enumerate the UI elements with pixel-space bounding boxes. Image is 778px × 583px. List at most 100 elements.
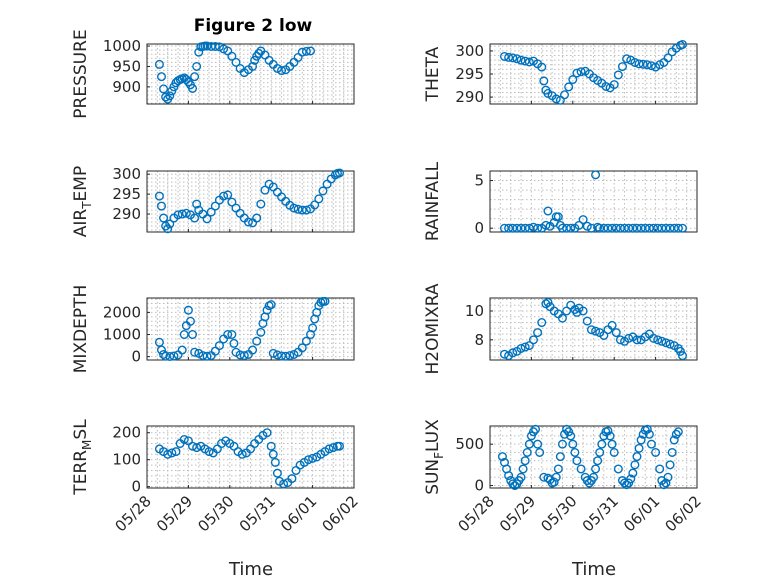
data-point xyxy=(190,213,200,223)
data-point xyxy=(206,207,216,217)
data-point xyxy=(539,76,549,86)
data-point xyxy=(266,300,276,310)
x-tick-label: 06/02 xyxy=(319,492,362,535)
y-axis-label: TERRMSL xyxy=(71,419,94,496)
data-point xyxy=(611,328,621,338)
axes-frame xyxy=(146,170,355,233)
data-point xyxy=(185,316,195,326)
xlabel-right: Time xyxy=(571,559,616,580)
data-point xyxy=(675,346,685,356)
y-tick-label: 290 xyxy=(455,88,484,106)
data-point xyxy=(181,208,191,218)
data-point xyxy=(287,474,297,484)
y-tick-label: 2000 xyxy=(103,303,141,321)
data-point xyxy=(497,452,507,462)
data-point xyxy=(661,338,671,348)
y-tick-label: 900 xyxy=(112,78,141,96)
y-tick-label: 0 xyxy=(474,219,484,237)
data-point xyxy=(260,185,270,195)
data-point xyxy=(617,62,627,72)
data-point xyxy=(572,68,582,78)
data-point xyxy=(183,305,193,315)
data-point xyxy=(655,464,665,474)
data-point xyxy=(306,46,316,56)
data-point xyxy=(678,223,688,233)
data-point xyxy=(628,468,638,478)
data-point xyxy=(591,464,601,474)
data-point xyxy=(297,343,307,353)
data-point xyxy=(254,48,264,58)
data-point xyxy=(613,70,623,80)
data-point xyxy=(504,52,514,62)
data-point xyxy=(252,213,262,223)
y-tick-label: 100 xyxy=(112,451,141,469)
data-point xyxy=(156,72,166,82)
data-point xyxy=(499,349,509,359)
data-point xyxy=(277,66,287,76)
subplot-1: 900 950 1000 PRESSURE xyxy=(71,29,355,119)
data-point xyxy=(632,335,642,345)
data-point xyxy=(632,452,642,462)
data-point xyxy=(169,351,179,361)
data-point xyxy=(248,345,258,355)
data-point xyxy=(678,351,688,361)
data-point xyxy=(308,323,318,333)
data-point xyxy=(533,328,543,338)
y-tick-label: 295 xyxy=(112,185,141,203)
data-point xyxy=(204,447,214,457)
data-point xyxy=(512,54,522,64)
data-point xyxy=(574,220,584,230)
data-point xyxy=(154,337,164,347)
axes-frame xyxy=(146,425,355,489)
data-point xyxy=(578,215,588,225)
data-point xyxy=(644,429,654,439)
data-point xyxy=(330,170,340,180)
data-point xyxy=(607,439,617,449)
data-point xyxy=(620,478,630,488)
data-point xyxy=(646,61,656,71)
y-tick-label: 0 xyxy=(131,478,141,496)
axes-frame xyxy=(146,43,355,105)
data-point xyxy=(553,464,563,474)
data-point xyxy=(192,61,202,71)
figure-title: Figure 2 low xyxy=(194,16,313,36)
y-tick-label: 300 xyxy=(112,165,141,183)
y-axis-label: THETA xyxy=(423,46,443,102)
data-point xyxy=(524,341,534,351)
data-point xyxy=(562,306,572,316)
data-point xyxy=(537,318,547,328)
data-point xyxy=(609,447,619,457)
axes-frame xyxy=(489,297,698,361)
y-tick-label: 5 xyxy=(474,172,484,190)
data-point xyxy=(557,313,567,323)
data-point xyxy=(572,307,582,317)
data-point xyxy=(177,345,187,355)
data-point xyxy=(518,464,528,474)
data-point xyxy=(277,351,287,361)
x-tick-label: 06/01 xyxy=(277,492,320,535)
data-point xyxy=(576,464,586,474)
data-point xyxy=(566,431,576,441)
data-point xyxy=(508,53,518,63)
data-point xyxy=(297,205,307,215)
data-point xyxy=(210,201,220,211)
data-point xyxy=(335,441,345,451)
data-point xyxy=(177,209,187,219)
y-axis-label: AIRTEMP xyxy=(71,166,94,237)
data-point xyxy=(535,447,545,457)
data-point xyxy=(322,179,332,189)
data-point xyxy=(564,82,574,92)
data-point xyxy=(256,327,266,337)
data-point xyxy=(626,474,636,484)
data-point xyxy=(229,338,239,348)
data-point xyxy=(533,223,543,233)
data-point xyxy=(651,447,661,457)
data-point xyxy=(673,223,683,233)
data-point xyxy=(285,351,295,361)
data-point xyxy=(661,478,671,488)
data-point xyxy=(649,333,659,343)
subplot-6: 8 10 H2OMIXRA xyxy=(423,283,698,375)
data-point xyxy=(562,424,572,434)
data-point xyxy=(671,429,681,439)
